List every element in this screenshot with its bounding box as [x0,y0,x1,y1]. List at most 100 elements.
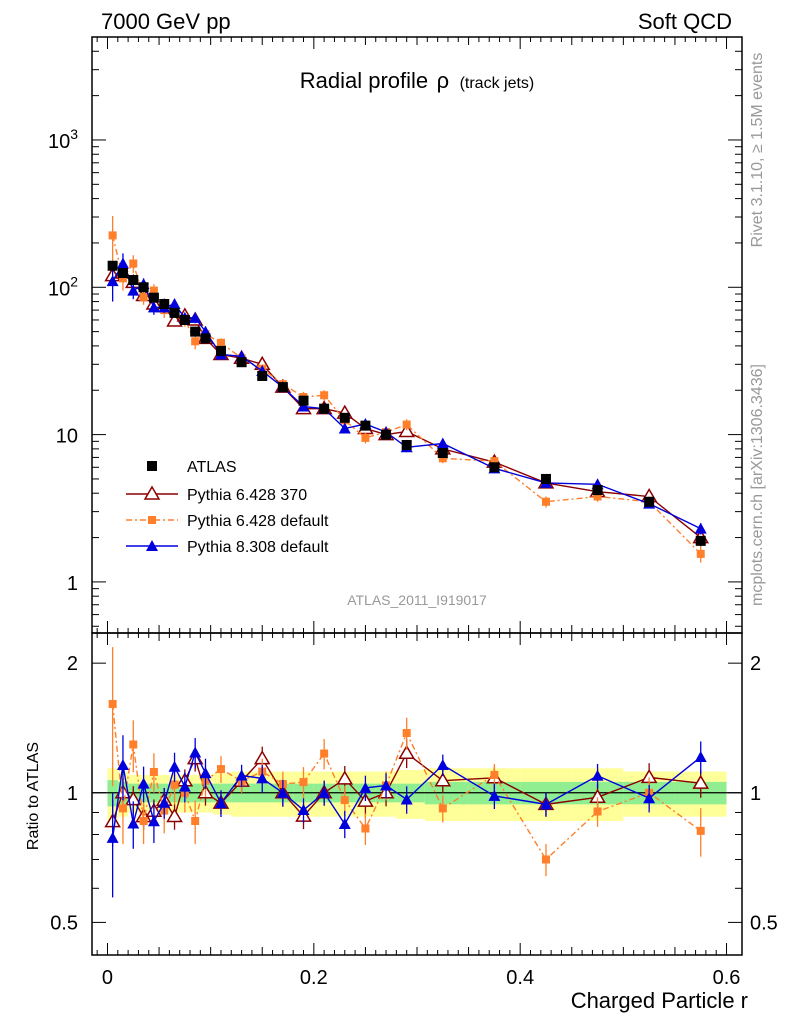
ratio-point [591,769,604,781]
ratio-point [361,824,370,833]
data-point [107,260,118,271]
series-1 [104,264,710,847]
ratio-point [436,759,449,771]
data-point [592,485,603,496]
data-point [159,299,170,310]
ratio-tick-label-right: 2 [750,653,761,675]
legend-entry-2: Pythia 6.428 default [126,513,329,530]
legend-entry-0: ATLAS [147,459,237,476]
ratio-point [398,744,415,760]
ratio-point [216,765,225,774]
data-point [128,275,139,286]
ratio-point [256,772,269,784]
x-tick-label: 0 [102,967,113,989]
y-tick-label-base: 10 [48,131,70,153]
ratio-point [168,760,181,772]
ratio-point [318,786,331,798]
chart-title: Radial profile ρ (track jets) [300,68,535,93]
data-point [490,457,499,466]
data-point [489,462,500,473]
data-point [189,311,202,323]
legend-entry-3: Pythia 8.308 default [126,539,329,556]
ratio-point [118,804,127,813]
data-point [398,422,415,438]
legend-label: Pythia 6.428 370 [187,487,307,504]
data-point [401,439,412,450]
ratio-point [147,815,160,827]
data-point [437,448,448,459]
chart-title-symbol: ρ [437,68,450,93]
header-left: 7000 GeV pp [101,9,231,34]
legend: ATLAS Pythia 6.428 370 Pythia 6.428 defaul… [126,459,329,556]
ratio-point [191,816,200,825]
data-point [436,437,449,449]
data-point [644,496,655,507]
data-point [319,403,330,414]
data-point [297,400,310,412]
data-point [127,284,140,296]
legend-label: ATLAS [187,459,237,476]
ratio-point [380,779,393,791]
data-point [116,257,129,269]
ratio-point [149,767,158,776]
y-tick-label-exponent: 3 [70,126,78,142]
ratio-point [400,793,413,805]
data-point [257,370,268,381]
legend-marker [143,485,161,500]
data-point [168,298,181,310]
ratio-point [340,796,349,805]
y-tick-label-base: 10 [56,426,78,448]
series-layer [104,215,710,898]
side-label-mcplots: mcplots.cern.ch [arXiv:1306.3436] [749,364,766,606]
ratio-point [434,772,452,787]
ratio-point [539,798,552,810]
ratio-point [320,749,329,758]
legend-marker [148,516,156,524]
ratio-point [490,770,499,779]
data-point [106,275,119,287]
ratio-point [643,792,656,804]
ratio-point [359,781,372,793]
data-point [215,345,226,356]
y-tick-label-base: 10 [48,278,70,300]
data-point [696,549,705,558]
ratio-point [488,789,501,801]
legend-entry-1: Pythia 6.428 370 [126,485,307,504]
data-point [694,522,707,534]
data-point [190,326,201,337]
ratio-point [276,786,289,798]
ratio-tick-label-right: 0.5 [750,912,778,934]
ratio-point [127,817,140,829]
ratio-point [199,767,212,779]
data-point [338,422,351,434]
ratio-tick-label-right: 1 [750,783,761,805]
data-point [438,454,447,463]
ratio-tick-label: 0.5 [50,912,78,934]
data-point [117,268,128,279]
ratio-point [214,797,227,809]
data-point [216,338,225,347]
legend-label: Pythia 8.308 default [187,539,329,556]
ratio-point [139,816,148,825]
data-point [695,535,706,546]
header-right: Soft QCD [638,9,732,34]
data-point [108,231,117,240]
ratio-point [338,818,351,830]
data-point [139,292,148,301]
series-0 [107,260,706,547]
ratio-point [402,729,411,738]
ratio-point [696,826,705,835]
ratio-point [336,770,354,785]
ratio-y-axis-label: Ratio to ATLAS [25,742,42,850]
data-point [320,391,329,400]
data-point [361,433,370,442]
data-point [381,429,392,440]
y-tick-label-base: 1 [67,573,78,595]
data-point [593,492,602,501]
y-tick-label: 10 [56,426,78,448]
ratio-point [189,746,202,758]
ratio-point [541,855,550,864]
